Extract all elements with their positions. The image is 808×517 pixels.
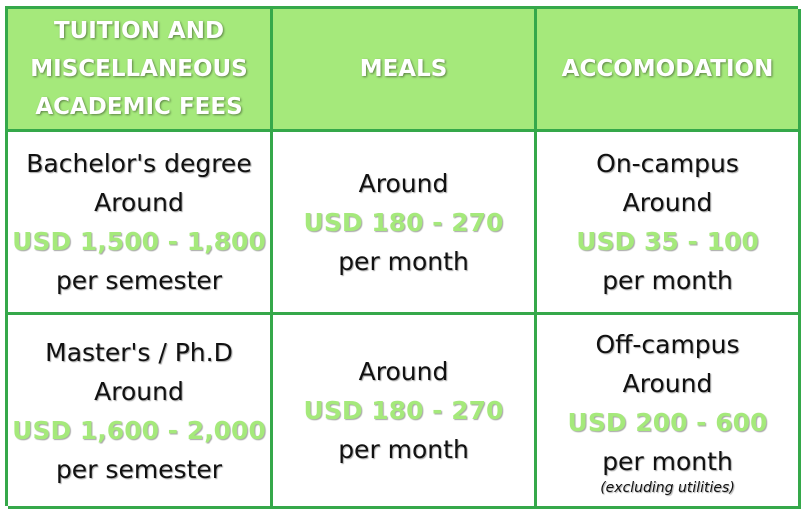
meals-period: per month	[338, 246, 469, 276]
tuition-price: USD 1,600 - 2,000	[12, 415, 266, 445]
row-2-meals-cell: Around USD 180 - 270 per month	[273, 315, 537, 509]
header-tuition-line-1: TUITION AND	[53, 18, 225, 44]
header-accommodation: ACCOMODATION	[537, 9, 801, 132]
header-meals: MEALS	[273, 9, 537, 132]
meals-price: USD 180 - 270	[303, 396, 504, 425]
tuition-period: per semester	[55, 266, 223, 295]
accommodation-type: On-campus	[596, 149, 739, 178]
tuition-period: per semester	[55, 454, 223, 484]
row-1-accommodation-cell: On-campus Around USD 35 - 100 per month	[537, 132, 801, 315]
accommodation-period: per month	[602, 266, 733, 295]
header-tuition: TUITION AND MISCELLANEOUS ACADEMIC FEES	[8, 9, 273, 132]
accommodation-price: USD 200 - 600	[567, 407, 768, 437]
header-meals-label: MEALS	[359, 56, 448, 82]
accommodation-note: (excluding utilities)	[600, 479, 735, 496]
tuition-level: Bachelor's degree	[26, 149, 252, 178]
meals-period: per month	[338, 435, 469, 464]
row-1-tuition-cell: Bachelor's degree Around USD 1,500 - 1,8…	[8, 132, 273, 315]
tuition-level: Master's / Ph.D	[45, 337, 233, 367]
accommodation-prefix: Around	[622, 368, 713, 398]
tuition-prefix: Around	[94, 376, 184, 406]
header-accommodation-label: ACCOMODATION	[561, 56, 774, 82]
meals-prefix: Around	[358, 357, 449, 386]
accommodation-prefix: Around	[622, 188, 713, 217]
header-tuition-line-3: ACADEMIC FEES	[35, 94, 243, 120]
row-2-tuition-cell: Master's / Ph.D Around USD 1,600 - 2,000…	[8, 315, 273, 509]
tuition-prefix: Around	[94, 188, 184, 217]
tuition-price: USD 1,500 - 1,800	[12, 227, 266, 256]
meals-price: USD 180 - 270	[303, 207, 504, 237]
row-1-meals-cell: Around USD 180 - 270 per month	[273, 132, 537, 315]
accommodation-type: Off-campus	[595, 329, 740, 359]
accommodation-price: USD 35 - 100	[576, 227, 759, 256]
row-2-accommodation-cell: Off-campus Around USD 200 - 600 per mont…	[537, 315, 801, 509]
accommodation-period: per month	[602, 446, 733, 476]
header-tuition-line-2: MISCELLANEOUS	[30, 56, 248, 82]
fees-table: TUITION AND MISCELLANEOUS ACADEMIC FEES …	[5, 6, 801, 509]
meals-prefix: Around	[358, 168, 449, 198]
